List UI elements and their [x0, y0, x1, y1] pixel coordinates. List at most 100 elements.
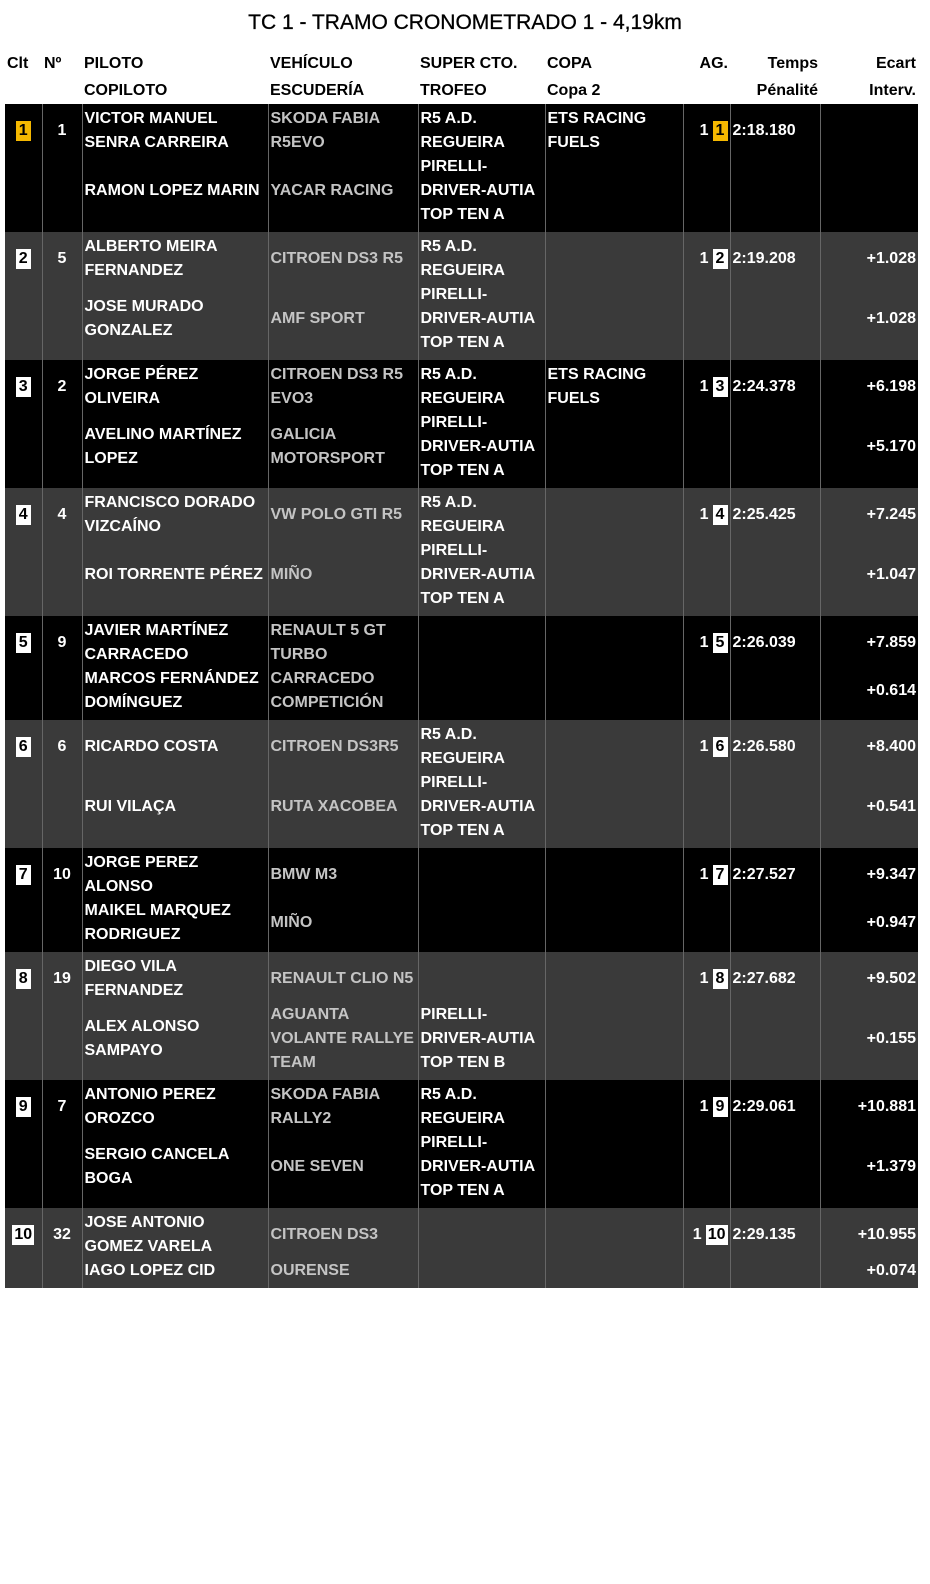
driver-name[interactable]: JAVIER MARTÍNEZ CARRACEDO [81, 616, 268, 667]
result-row[interactable]: 1 1 VICTOR MANUEL SENRA CARREIRA SKODA FABI… [5, 104, 918, 155]
car-number: 6 [41, 720, 82, 771]
result-row-detail: SERGIO CANCELA BOGA ONE SEVEN PIRELLI-DRIV… [5, 1131, 918, 1208]
result-row[interactable]: 5 9 JAVIER MARTÍNEZ CARRACEDO RENAULT 5 GT … [5, 616, 918, 667]
header-copa[interactable]: COPA [547, 55, 593, 72]
interval [819, 155, 918, 232]
header-piloto[interactable]: PILOTO [84, 55, 144, 72]
header-trofeo[interactable]: TROFEO [420, 82, 487, 99]
header-copa2[interactable]: Copa 2 [547, 82, 601, 99]
driver-name[interactable]: RICARDO COSTA [81, 720, 268, 771]
stage-time: 2:19.208 [729, 232, 820, 283]
position-badge: 3 [15, 377, 31, 397]
copa-2 [544, 771, 683, 848]
driver-name[interactable]: FRANCISCO DORADO VIZCAÍNO [81, 488, 268, 539]
empty-cell [5, 1131, 42, 1208]
driver-name[interactable]: JORGE PEREZ ALONSO [81, 848, 268, 899]
position-badge: 10 [12, 1225, 35, 1245]
result-row[interactable]: 6 6 RICARDO COSTA CITROEN DS3R5 R5 A.D. REGU… [5, 720, 918, 771]
result-row[interactable]: 3 2 JORGE PÉREZ OLIVEIRA CITROEN DS3 R5 EVO… [5, 360, 918, 411]
driver-name[interactable]: JORGE PÉREZ OLIVEIRA [81, 360, 268, 411]
position-cell: 1 [5, 104, 42, 155]
interval: +5.170 [819, 411, 918, 488]
result-row-detail: ALEX ALONSO SAMPAYO AGUANTA VOLANTE RALLY… [5, 1003, 918, 1080]
class-position-badge: 1 [712, 121, 728, 141]
car-number: 32 [41, 1208, 82, 1259]
super-cto: R5 A.D. REGUEIRA [417, 232, 545, 283]
codriver-name[interactable]: ALEX ALONSO SAMPAYO [81, 1003, 268, 1080]
driver-name[interactable]: ANTONIO PEREZ OROZCO [81, 1080, 268, 1131]
driver-name[interactable]: VICTOR MANUEL SENRA CARREIRA [81, 104, 268, 155]
codriver-name[interactable]: RUI VILAÇA [81, 771, 268, 848]
header-copiloto[interactable]: COPILOTO [84, 82, 168, 99]
codriver-name[interactable]: MARCOS FERNÁNDEZ DOMÍNGUEZ [81, 667, 268, 720]
codriver-name[interactable]: ROI TORRENTE PÉREZ [81, 539, 268, 616]
team: ONE SEVEN [267, 1131, 418, 1208]
stage-time: 2:27.527 [729, 848, 820, 899]
empty-cell [41, 1131, 82, 1208]
empty-cell [41, 411, 82, 488]
result-row[interactable]: 9 7 ANTONIO PEREZ OROZCO SKODA FABIA RALLY2… [5, 1080, 918, 1131]
result-row-detail: JOSE MURADO GONZALEZ AMF SPORT PIRELLI-DRI… [5, 283, 918, 360]
empty-cell [682, 155, 730, 232]
class-position-badge: 8 [712, 969, 728, 989]
result-row-detail: IAGO LOPEZ CID OURENSE +0.074 [5, 1259, 918, 1288]
result-row[interactable]: 4 4 FRANCISCO DORADO VIZCAÍNO VW POLO GTI R… [5, 488, 918, 539]
ag-value: 1 [699, 506, 709, 523]
result-row-detail: ROI TORRENTE PÉREZ MIÑO PIRELLI-DRIVER-AUT… [5, 539, 918, 616]
position-cell: 4 [5, 488, 42, 539]
interval: +1.028 [819, 283, 918, 360]
header-clt[interactable]: Clt [7, 55, 29, 72]
result-row-detail: AVELINO MARTÍNEZ LOPEZ GALICIA MOTORSPORT… [5, 411, 918, 488]
codriver-name[interactable]: AVELINO MARTÍNEZ LOPEZ [81, 411, 268, 488]
result-row[interactable]: 7 10 JORGE PEREZ ALONSO BMW M3 1 7 2:27.527 +9.… [5, 848, 918, 899]
empty-cell [41, 283, 82, 360]
header-interv[interactable]: Interv. [869, 82, 916, 99]
interval: +0.074 [819, 1259, 918, 1288]
empty-cell [682, 1259, 730, 1288]
position-badge: 7 [15, 865, 31, 885]
ag-value: 1 [699, 122, 709, 139]
super-cto: R5 A.D. REGUEIRA [417, 720, 545, 771]
driver-name[interactable]: DIEGO VILA FERNANDEZ [81, 952, 268, 1003]
codriver-name[interactable]: MAIKEL MARQUEZ RODRIGUEZ [81, 899, 268, 952]
ag-cell: 1 10 [682, 1208, 730, 1259]
header-penalite[interactable]: Pénalité [756, 82, 818, 99]
header-escuderia[interactable]: ESCUDERÍA [270, 82, 365, 99]
result-row[interactable]: 8 19 DIEGO VILA FERNANDEZ RENAULT CLIO N5 1 8… [5, 952, 918, 1003]
trofeo: PIRELLI-DRIVER-AUTIA TOP TEN A [417, 155, 545, 232]
codriver-name[interactable]: SERGIO CANCELA BOGA [81, 1131, 268, 1208]
driver-name[interactable]: JOSE ANTONIO GOMEZ VARELA [81, 1208, 268, 1259]
copa-2 [544, 539, 683, 616]
super-cto [417, 1208, 545, 1259]
driver-name[interactable]: ALBERTO MEIRA FERNANDEZ [81, 232, 268, 283]
gap: +7.245 [819, 488, 918, 539]
trofeo [417, 667, 545, 720]
position-cell: 6 [5, 720, 42, 771]
team: OURENSE [267, 1259, 418, 1288]
super-cto: R5 A.D. REGUEIRA [417, 488, 545, 539]
codriver-name[interactable]: JOSE MURADO GONZALEZ [81, 283, 268, 360]
empty-cell [682, 1003, 730, 1080]
empty-cell [682, 771, 730, 848]
header-temps[interactable]: Temps [767, 55, 818, 72]
codriver-name[interactable]: IAGO LOPEZ CID [81, 1259, 268, 1288]
header-ecart[interactable]: Ecart [875, 55, 916, 72]
copa-2 [544, 1131, 683, 1208]
copa [544, 232, 683, 283]
header-vehiculo[interactable]: VEHÍCULO [270, 55, 353, 72]
header-ag[interactable]: AG. [699, 55, 728, 72]
super-cto: R5 A.D. REGUEIRA [417, 360, 545, 411]
header-super[interactable]: SUPER CTO. [420, 55, 518, 72]
result-row[interactable]: 2 5 ALBERTO MEIRA FERNANDEZ CITROEN DS3 R5 R… [5, 232, 918, 283]
empty-cell [5, 667, 42, 720]
class-position-badge: 2 [712, 249, 728, 269]
result-row[interactable]: 10 32 JOSE ANTONIO GOMEZ VARELA CITROEN DS3… [5, 1208, 918, 1259]
codriver-name[interactable]: RAMON LOPEZ MARIN [81, 155, 268, 232]
empty-cell [682, 411, 730, 488]
header-num[interactable]: Nº [44, 55, 62, 72]
vehicle: BMW M3 [267, 848, 418, 899]
copa-2 [544, 411, 683, 488]
position-cell: 10 [5, 1208, 42, 1259]
